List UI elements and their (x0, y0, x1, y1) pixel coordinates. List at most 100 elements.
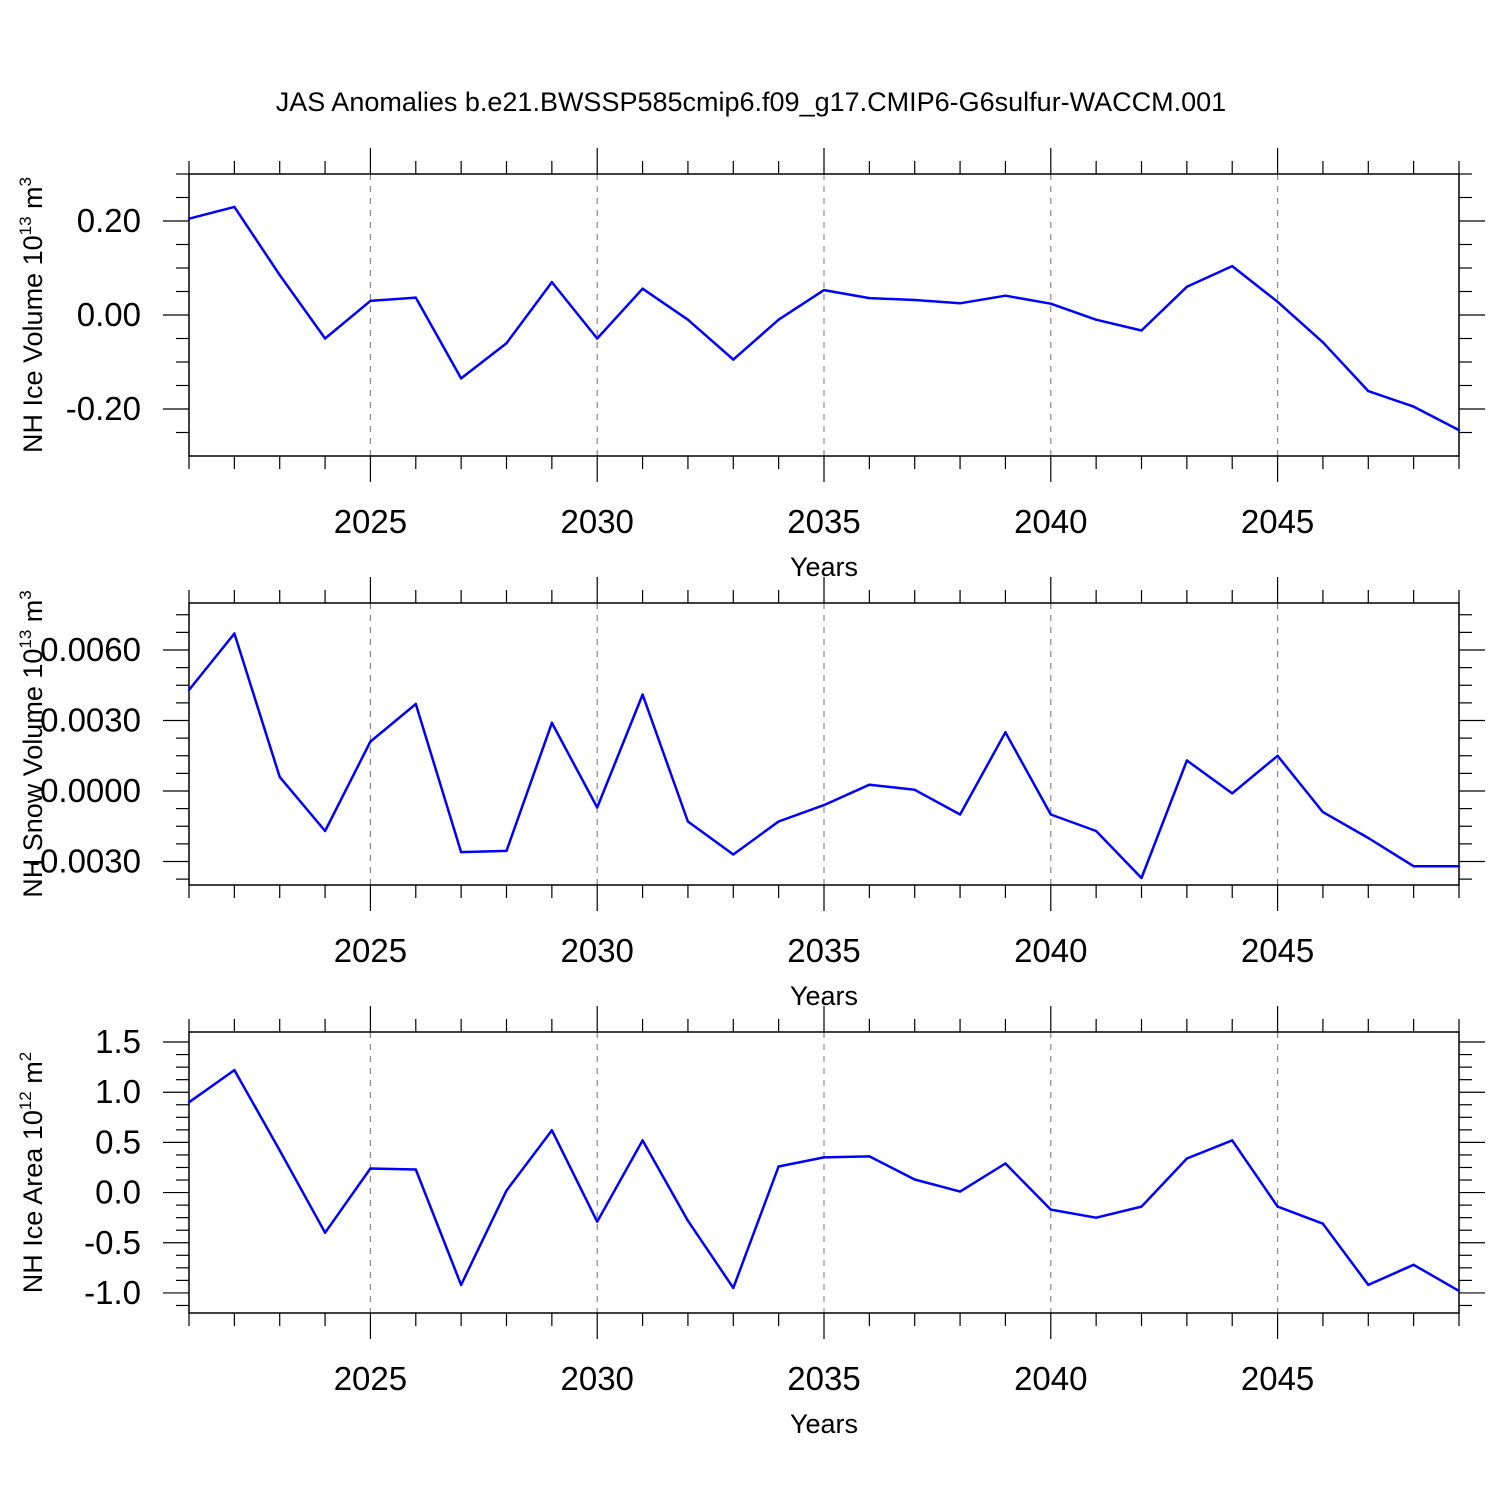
data-point (732, 358, 735, 361)
data-point (868, 1155, 871, 1158)
data-point (459, 1283, 463, 1287)
data-point (233, 1068, 236, 1072)
y-axis-label: NH Ice Volume 1013 m3 (16, 177, 48, 453)
y-tick-label: -0.5 (84, 1224, 141, 1261)
x-tick-label: 2030 (561, 1360, 634, 1397)
data-point (550, 280, 554, 284)
panels: 0.20 0.00 -0.20 2025 2030 2035 2040 2045 Years NH… (16, 148, 1485, 1439)
x-tick-label: 2040 (1014, 932, 1087, 969)
data-point (868, 783, 871, 786)
data-point (686, 1219, 690, 1222)
data-point (278, 775, 281, 779)
data-point (1231, 792, 1234, 795)
x-tick-label: 2045 (1241, 932, 1314, 969)
data-point (1185, 1157, 1189, 1160)
data-point (1321, 341, 1325, 344)
data-point (414, 702, 417, 706)
data-point (596, 1220, 599, 1223)
y-tick-label: 1.0 (95, 1073, 141, 1110)
data-point (777, 820, 780, 823)
y-tick-label: 0.5 (95, 1123, 141, 1160)
data-point (1457, 428, 1461, 432)
x-tick-label: 2035 (787, 932, 860, 969)
data-point (1140, 329, 1143, 332)
data-point (1276, 1205, 1279, 1208)
data-point (732, 1286, 735, 1290)
data-point (323, 829, 327, 833)
data-point (1185, 759, 1189, 762)
plot-frame (188, 173, 1460, 457)
data-point (550, 721, 554, 725)
data-point (822, 803, 826, 807)
y-tick-label: 0.0030 (40, 702, 141, 739)
data-point (505, 342, 508, 345)
data-point (1231, 264, 1234, 268)
data-point (1049, 1208, 1052, 1211)
data-point (278, 1149, 281, 1152)
data-point (1457, 1289, 1461, 1293)
data-point (505, 849, 508, 853)
panel-ice-area: 1.5 1.0 0.5 0.0 -0.5 -1.0 2025 2030 2035 2040 2045… (16, 1006, 1485, 1439)
data-point (868, 296, 871, 300)
data-point (1457, 865, 1461, 868)
x-tick-label: 2045 (1241, 1360, 1314, 1397)
data-point (1276, 300, 1279, 304)
x-tick-label: 2045 (1241, 503, 1314, 540)
data-point (686, 820, 690, 823)
y-tick-label: 0.0 (95, 1174, 141, 1211)
data-point (187, 217, 191, 220)
data-point (1049, 813, 1052, 816)
data-point (1004, 1162, 1007, 1165)
data-point (596, 337, 599, 340)
x-tick-label: 2025 (334, 503, 407, 540)
data-point (459, 850, 463, 854)
data-point (1412, 1263, 1415, 1267)
data-point (1367, 389, 1370, 393)
data-point (278, 273, 281, 277)
data-point (505, 1189, 508, 1192)
data-point (1185, 285, 1189, 288)
y-tick-label: 1.5 (95, 1023, 141, 1060)
data-point (641, 693, 644, 696)
data-point (459, 377, 463, 380)
data-point (1140, 876, 1143, 880)
data-point (1140, 1205, 1143, 1208)
data-point (641, 1139, 644, 1142)
data-point (323, 1231, 327, 1234)
data-point (686, 318, 690, 321)
data-point (1094, 829, 1098, 833)
data-point (822, 1156, 826, 1159)
y-tick-label: -0.0030 (29, 843, 141, 880)
data-point (1004, 294, 1007, 297)
panel-snow-volume: 0.0060 0.0030 0.0000 -0.0030 2025 2030 2035 204… (16, 577, 1485, 1011)
plot-frame (188, 602, 1460, 886)
data-point (913, 788, 916, 792)
data-point (1412, 405, 1415, 408)
x-tick-label: 2030 (561, 932, 634, 969)
data-point (1231, 1139, 1234, 1142)
data-point (1412, 865, 1415, 868)
data-point (1367, 1283, 1370, 1287)
x-axis-label: Years (790, 1409, 858, 1439)
y-tick-label: -0.20 (66, 390, 141, 427)
data-point (596, 806, 599, 809)
y-tick-label: 0.00 (77, 296, 141, 333)
data-point (958, 813, 962, 816)
data-point (369, 740, 372, 743)
data-point (641, 287, 644, 290)
data-point (369, 1167, 372, 1170)
data-point (958, 1190, 962, 1193)
data-point (777, 1165, 780, 1168)
data-point (1367, 836, 1370, 840)
y-axis-label: NH Snow Volume 1013 m3 (16, 590, 48, 898)
x-tick-label: 2025 (334, 1360, 407, 1397)
series-line (188, 632, 1459, 880)
data-point (1094, 1216, 1098, 1219)
data-point (1049, 302, 1052, 305)
x-tick-label: 2035 (787, 1360, 860, 1397)
x-tick-label: 2030 (561, 503, 634, 540)
data-point (233, 632, 236, 635)
data-point (414, 1168, 417, 1171)
